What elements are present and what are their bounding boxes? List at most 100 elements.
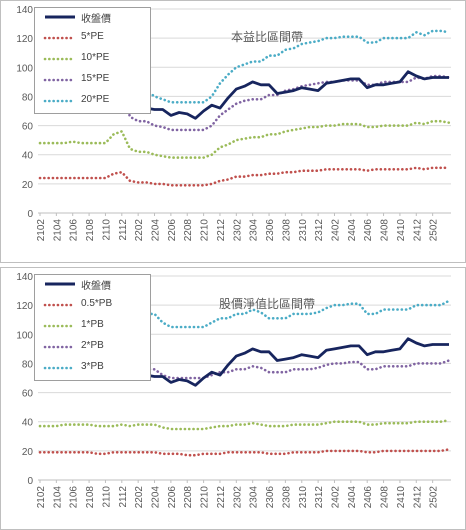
y-tick-label: 140 — [16, 272, 33, 283]
legend-label: 收盤價 — [81, 14, 111, 25]
x-tick-label: 2410 — [396, 219, 407, 242]
legend-swatch — [43, 303, 77, 307]
x-tick-label: 2206 — [167, 219, 178, 242]
y-tick-label: 0 — [27, 476, 33, 487]
legend-swatch — [43, 324, 77, 328]
x-tick-label: 2104 — [52, 219, 63, 242]
x-tick-label: 2108 — [85, 486, 96, 509]
legend-swatch — [43, 366, 77, 370]
pb-series-2-line — [38, 419, 451, 431]
x-tick-label: 2412 — [412, 219, 423, 242]
x-tick-label: 2310 — [298, 219, 309, 242]
legend-entry: 0.5*PB — [35, 296, 150, 317]
pe-series-2-line — [38, 119, 451, 159]
x-tick-label: 2208 — [183, 486, 194, 509]
legend-entry: 收盤價 — [35, 8, 150, 29]
legend-label: 15*PE — [81, 73, 110, 84]
pe-series-1-line — [38, 166, 451, 187]
x-tick-label: 2204 — [151, 219, 162, 242]
y-tick-label: 120 — [16, 301, 33, 312]
x-tick-label: 2212 — [216, 486, 227, 509]
x-tick-label: 2112 — [118, 219, 129, 241]
x-tick-label: 2502 — [429, 486, 440, 509]
x-tick-label: 2402 — [330, 486, 341, 509]
legend-swatch — [45, 15, 75, 19]
legend-entry: 10*PE — [35, 50, 150, 71]
x-tick-label: 2110 — [101, 486, 112, 508]
x-tick-label: 2312 — [314, 219, 325, 242]
y-tick-label: 0 — [27, 209, 33, 220]
legend-swatch — [43, 57, 77, 61]
y-tick-label: 80 — [22, 92, 34, 103]
pb-band-chart: 0 20 40 60 80 100 120 140 2102 2104 2106 2108 2110 21… — [0, 267, 466, 530]
legend-label: 5*PE — [81, 31, 104, 42]
legend-label: 0.5*PB — [81, 298, 113, 309]
x-tick-label: 2308 — [281, 219, 292, 242]
x-tick-label: 2408 — [380, 486, 391, 509]
legend-label: 10*PE — [81, 52, 110, 63]
legend-entry: 15*PE — [35, 71, 150, 92]
x-tick-label: 2108 — [85, 219, 96, 242]
x-tick-label: 2406 — [363, 486, 374, 509]
x-tick-label: 2404 — [347, 219, 358, 242]
x-tick-label: 2306 — [265, 486, 276, 509]
x-tick-label: 2404 — [347, 486, 358, 509]
x-tick-label: 2406 — [363, 219, 374, 242]
x-tick-label: 2304 — [249, 486, 260, 509]
pb-series-1-line — [38, 448, 451, 457]
x-tick-label: 2110 — [101, 219, 112, 241]
x-tick-label: 2202 — [134, 486, 145, 509]
x-tick-label: 2410 — [396, 486, 407, 509]
y-tick-label: 20 — [22, 447, 34, 458]
y-tick-label: 120 — [16, 34, 33, 45]
legend-label: 2*PB — [81, 340, 104, 351]
y-tick-label: 40 — [22, 418, 34, 429]
chart-title: 股價淨值比區間帶 — [219, 296, 315, 311]
x-tick-label: 2112 — [118, 486, 129, 508]
x-tick-label: 2102 — [36, 219, 47, 242]
chart-title: 本益比區間帶 — [231, 30, 303, 44]
x-tick-label: 2302 — [232, 486, 243, 509]
legend-swatch — [45, 282, 75, 286]
y-tick-label: 80 — [22, 359, 34, 370]
y-tick-label: 100 — [16, 330, 33, 341]
x-tick-label: 2312 — [314, 486, 325, 509]
legend-entry: 20*PE — [35, 92, 150, 113]
x-tick-label: 2310 — [298, 486, 309, 509]
x-tick-label: 2106 — [69, 486, 80, 509]
x-tick-label: 2102 — [36, 486, 47, 509]
x-tick-label: 2208 — [183, 219, 194, 242]
pb-legend: 收盤價 0.5*PB 1*PB 2*PB 3*PB — [34, 274, 151, 381]
legend-label: 20*PE — [81, 94, 110, 105]
y-tick-label: 100 — [16, 63, 33, 74]
y-tick-label: 20 — [22, 180, 34, 191]
legend-entry: 收盤價 — [35, 275, 150, 296]
x-tick-label: 2304 — [249, 219, 260, 242]
pe-legend: 收盤價 5*PE 10*PE 15*PE 20*PE — [34, 7, 151, 114]
y-tick-label: 60 — [22, 389, 34, 400]
legend-label: 1*PB — [81, 319, 104, 330]
x-tick-label: 2302 — [232, 219, 243, 242]
legend-label: 收盤價 — [81, 281, 111, 292]
x-tick-label: 2412 — [412, 486, 423, 509]
x-tick-label: 2106 — [69, 219, 80, 242]
x-tick-label: 2104 — [52, 486, 63, 509]
x-tick-label: 2210 — [200, 486, 211, 509]
x-tick-label: 2402 — [330, 219, 341, 242]
legend-entry: 3*PB — [35, 359, 150, 380]
legend-entry: 2*PB — [35, 338, 150, 359]
x-tick-label: 2210 — [200, 219, 211, 242]
pe-series-3-line — [38, 74, 451, 132]
legend-label: 3*PB — [81, 361, 104, 372]
x-tick-label: 2502 — [429, 219, 440, 242]
y-tick-label: 60 — [22, 122, 34, 133]
x-tick-label: 2204 — [151, 486, 162, 509]
legend-entry: 5*PE — [35, 29, 150, 50]
x-tick-label: 2308 — [281, 486, 292, 509]
pe-band-chart: 0 20 40 60 80 100 120 140 2102 2104 2106 2108 2110 21… — [0, 0, 466, 263]
x-tick-label: 2202 — [134, 219, 145, 242]
y-tick-label: 40 — [22, 151, 34, 162]
legend-swatch — [43, 78, 77, 82]
legend-entry: 1*PB — [35, 317, 150, 338]
legend-swatch — [43, 36, 77, 40]
